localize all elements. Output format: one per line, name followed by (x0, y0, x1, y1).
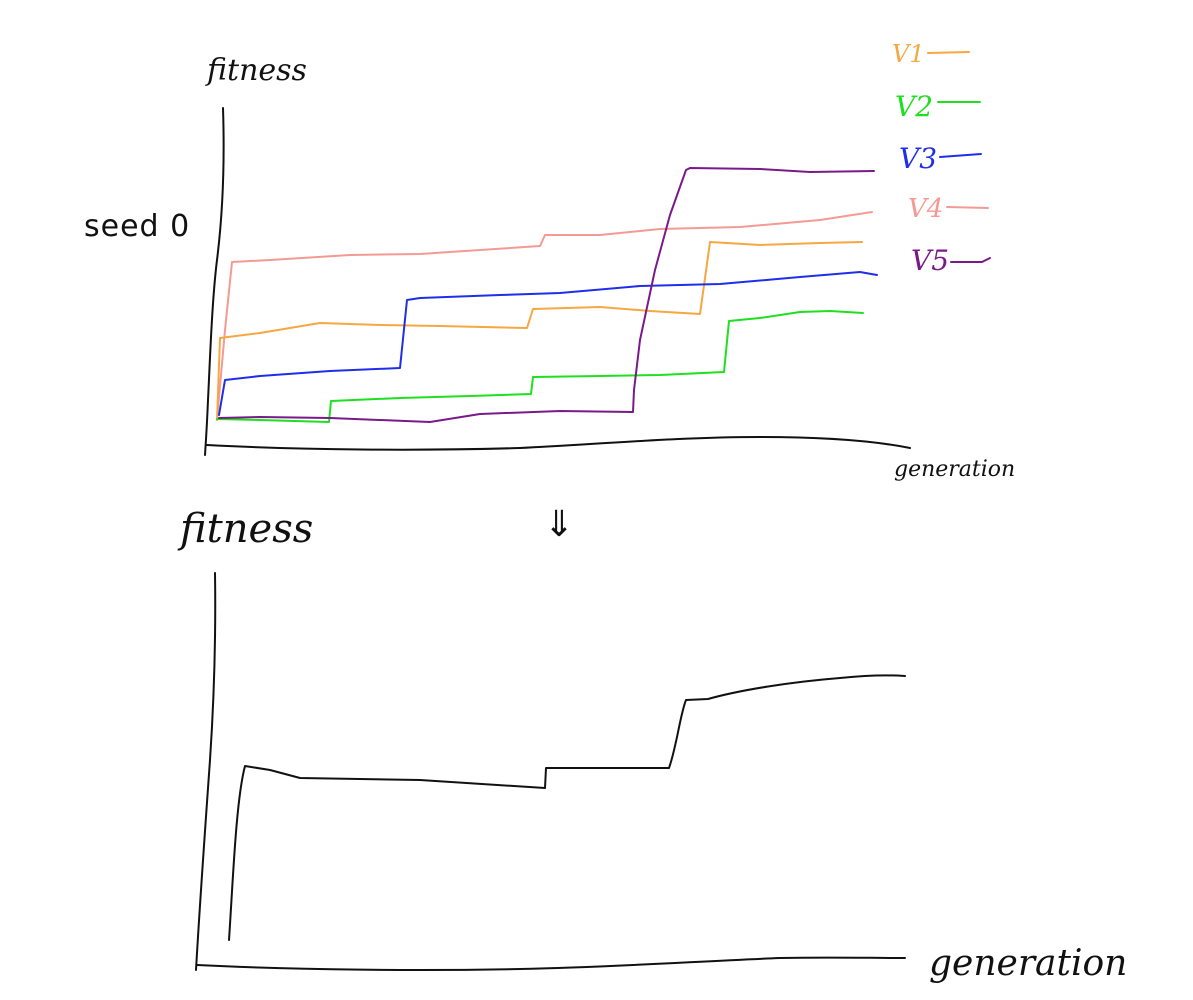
legend-label-v5: V5 (911, 244, 949, 277)
top-x-axis (206, 436, 911, 451)
bottom-panel: fitness generation (177, 506, 1127, 984)
down-arrow-icon: ⇓ (544, 504, 574, 545)
curve-v3 (218, 271, 878, 416)
legend-item-v5: V5 (911, 244, 991, 277)
legend-swatch-v4 (946, 206, 989, 209)
legend-item-v4: V4 (908, 194, 989, 224)
legend-label-v4: V4 (908, 194, 943, 224)
curve-v4 (216, 211, 873, 421)
best-fitness-curve (228, 674, 906, 941)
legend-label-v3: V3 (899, 142, 937, 175)
top-xlabel: generation (894, 457, 1015, 482)
legend-label-v1: V1 (892, 40, 925, 68)
curve-v5 (218, 167, 875, 423)
legend-swatch-v3 (939, 153, 982, 158)
bottom-xlabel: generation (929, 943, 1127, 984)
bottom-y-axis (195, 572, 217, 971)
top-ylabel: fitness (205, 53, 307, 88)
curve-v2 (216, 310, 864, 423)
legend-swatch-v5 (950, 257, 991, 263)
bottom-ylabel: fitness (177, 506, 313, 552)
legend-label-v2: V2 (895, 90, 933, 123)
curve-v1 (216, 241, 863, 421)
legend-swatch-v1 (927, 51, 970, 54)
legend-item-v3: V3 (899, 142, 982, 175)
legend-item-v1: V1 (892, 40, 970, 68)
bottom-x-axis (196, 956, 906, 971)
top-y-axis (204, 107, 225, 456)
legend: V1 V2 V3 V4 V5 (892, 40, 991, 277)
legend-item-v2: V2 (895, 90, 981, 123)
seed-label: seed 0 (84, 209, 190, 244)
top-panel: fitness seed 0 generation V1 V2 V3 (84, 40, 1015, 482)
